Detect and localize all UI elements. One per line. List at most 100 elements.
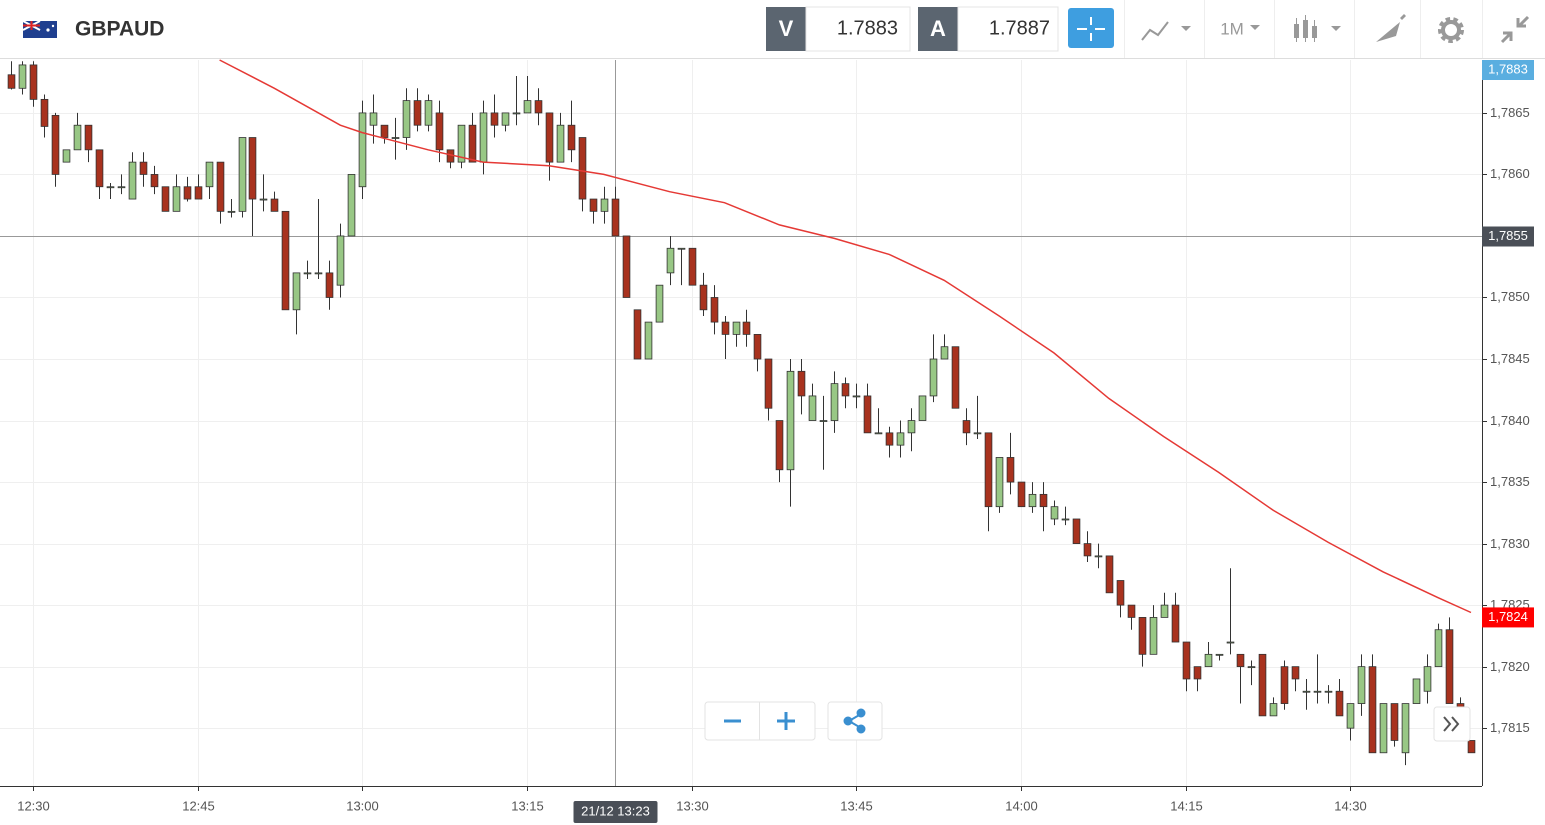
candle-body xyxy=(259,198,268,201)
candle-body xyxy=(611,198,620,237)
candle-body xyxy=(973,432,982,435)
settings-button[interactable] xyxy=(1438,17,1464,43)
candle-body xyxy=(18,64,27,89)
candle-body xyxy=(51,114,60,175)
candle-body xyxy=(666,247,675,274)
candle-body xyxy=(655,284,664,323)
candle-body xyxy=(468,124,477,163)
candle-body xyxy=(303,272,312,275)
crosshair-x-tag xyxy=(573,801,658,823)
candle-body xyxy=(1291,666,1300,680)
ask-box xyxy=(957,6,1059,52)
y-tick-label: 1,7820 xyxy=(1490,659,1530,674)
candle-body xyxy=(567,124,576,151)
zoom-in[interactable] xyxy=(777,712,795,730)
candle-body xyxy=(1247,666,1256,669)
candle-body xyxy=(929,358,938,397)
candle-body xyxy=(106,186,115,189)
candle-body xyxy=(369,112,378,126)
chart-type-button[interactable] xyxy=(1294,15,1341,42)
candle-body xyxy=(238,137,247,212)
candle-body xyxy=(161,186,170,212)
timeframe[interactable]: 1M xyxy=(1220,19,1244,38)
candle-body xyxy=(457,124,466,163)
plot-area: 1,7865 1,7860 1,7855 1,7850 1,7845 1,7840 1,78… xyxy=(0,59,1534,823)
candle-body xyxy=(1357,666,1366,704)
price-tag xyxy=(1482,60,1534,80)
share-button[interactable] xyxy=(827,701,883,741)
candle-body xyxy=(885,432,894,446)
candle-body xyxy=(248,137,257,200)
candle-body xyxy=(1280,666,1289,704)
candle-body xyxy=(1335,690,1344,717)
candle-body xyxy=(819,420,828,422)
candle-body xyxy=(227,210,236,213)
candle-body xyxy=(512,112,521,115)
y-tick-label: 1,7865 xyxy=(1490,105,1530,120)
candle-body xyxy=(358,112,367,188)
candle-body xyxy=(1346,703,1355,729)
candle-body xyxy=(281,210,290,311)
indicators-button[interactable] xyxy=(1141,21,1191,41)
candle-body xyxy=(863,395,872,434)
candle-body xyxy=(424,100,433,126)
zoom-controls xyxy=(704,701,1471,742)
candle-body xyxy=(1324,690,1333,693)
candle-body xyxy=(292,272,301,311)
candle-body xyxy=(1149,617,1158,655)
y-tick-label: 1,7860 xyxy=(1490,166,1530,181)
candle-body xyxy=(84,124,93,151)
candle-body xyxy=(600,198,609,212)
scroll-right-icon xyxy=(1443,716,1460,732)
bid-label: V xyxy=(779,16,794,41)
candle-body xyxy=(128,161,137,200)
candle-body xyxy=(1138,617,1147,655)
candle-body xyxy=(501,112,510,126)
candle-body xyxy=(205,161,214,188)
candle-body xyxy=(183,186,192,200)
candle-body xyxy=(841,383,850,397)
candle-body xyxy=(95,149,104,188)
candle-body xyxy=(1061,518,1070,521)
candle-body xyxy=(775,420,784,471)
candle-body xyxy=(534,100,543,114)
candle-body xyxy=(874,432,883,435)
candle-body xyxy=(402,100,411,138)
draw-button[interactable] xyxy=(1376,14,1406,42)
candle-body xyxy=(1467,740,1476,754)
x-tick-label: 12:30 xyxy=(17,798,50,813)
y-tick-label: 1,7850 xyxy=(1490,289,1530,304)
candle-body xyxy=(1039,493,1048,508)
candle-body xyxy=(742,321,751,335)
candle-body xyxy=(1379,703,1388,754)
bid-price: 1.7883 xyxy=(837,17,898,39)
crosshair-y-tag xyxy=(1482,226,1534,247)
x-tick-label: 14:15 xyxy=(1170,798,1203,813)
candle-body xyxy=(1182,641,1191,680)
ask-button[interactable] xyxy=(918,7,958,51)
collapse-button[interactable] xyxy=(1500,15,1530,44)
candle-body xyxy=(1083,543,1092,557)
price-tag-label: 1,7883 xyxy=(1488,61,1528,76)
price-tag-label: 1,7824 xyxy=(1488,609,1528,624)
candle-body xyxy=(1445,629,1454,704)
candle-body xyxy=(951,346,960,409)
scroll-right-button[interactable] xyxy=(1433,706,1471,742)
candle-body xyxy=(1269,703,1278,717)
candle-body xyxy=(172,186,181,212)
candle-body xyxy=(523,100,532,114)
crosshair-button[interactable] xyxy=(1068,8,1114,48)
candle-body xyxy=(721,321,730,335)
candle-body xyxy=(589,198,598,212)
y-tick-label: 1,7845 xyxy=(1490,351,1530,366)
candle-body xyxy=(270,198,279,212)
symbol: GBPAUD xyxy=(75,18,164,41)
candle-body xyxy=(808,395,817,421)
candle-body xyxy=(1193,666,1202,680)
bid-button[interactable] xyxy=(766,7,806,51)
ask-price: 1.7887 xyxy=(989,17,1050,39)
candle-body xyxy=(391,137,400,139)
candle-body xyxy=(1028,493,1037,508)
